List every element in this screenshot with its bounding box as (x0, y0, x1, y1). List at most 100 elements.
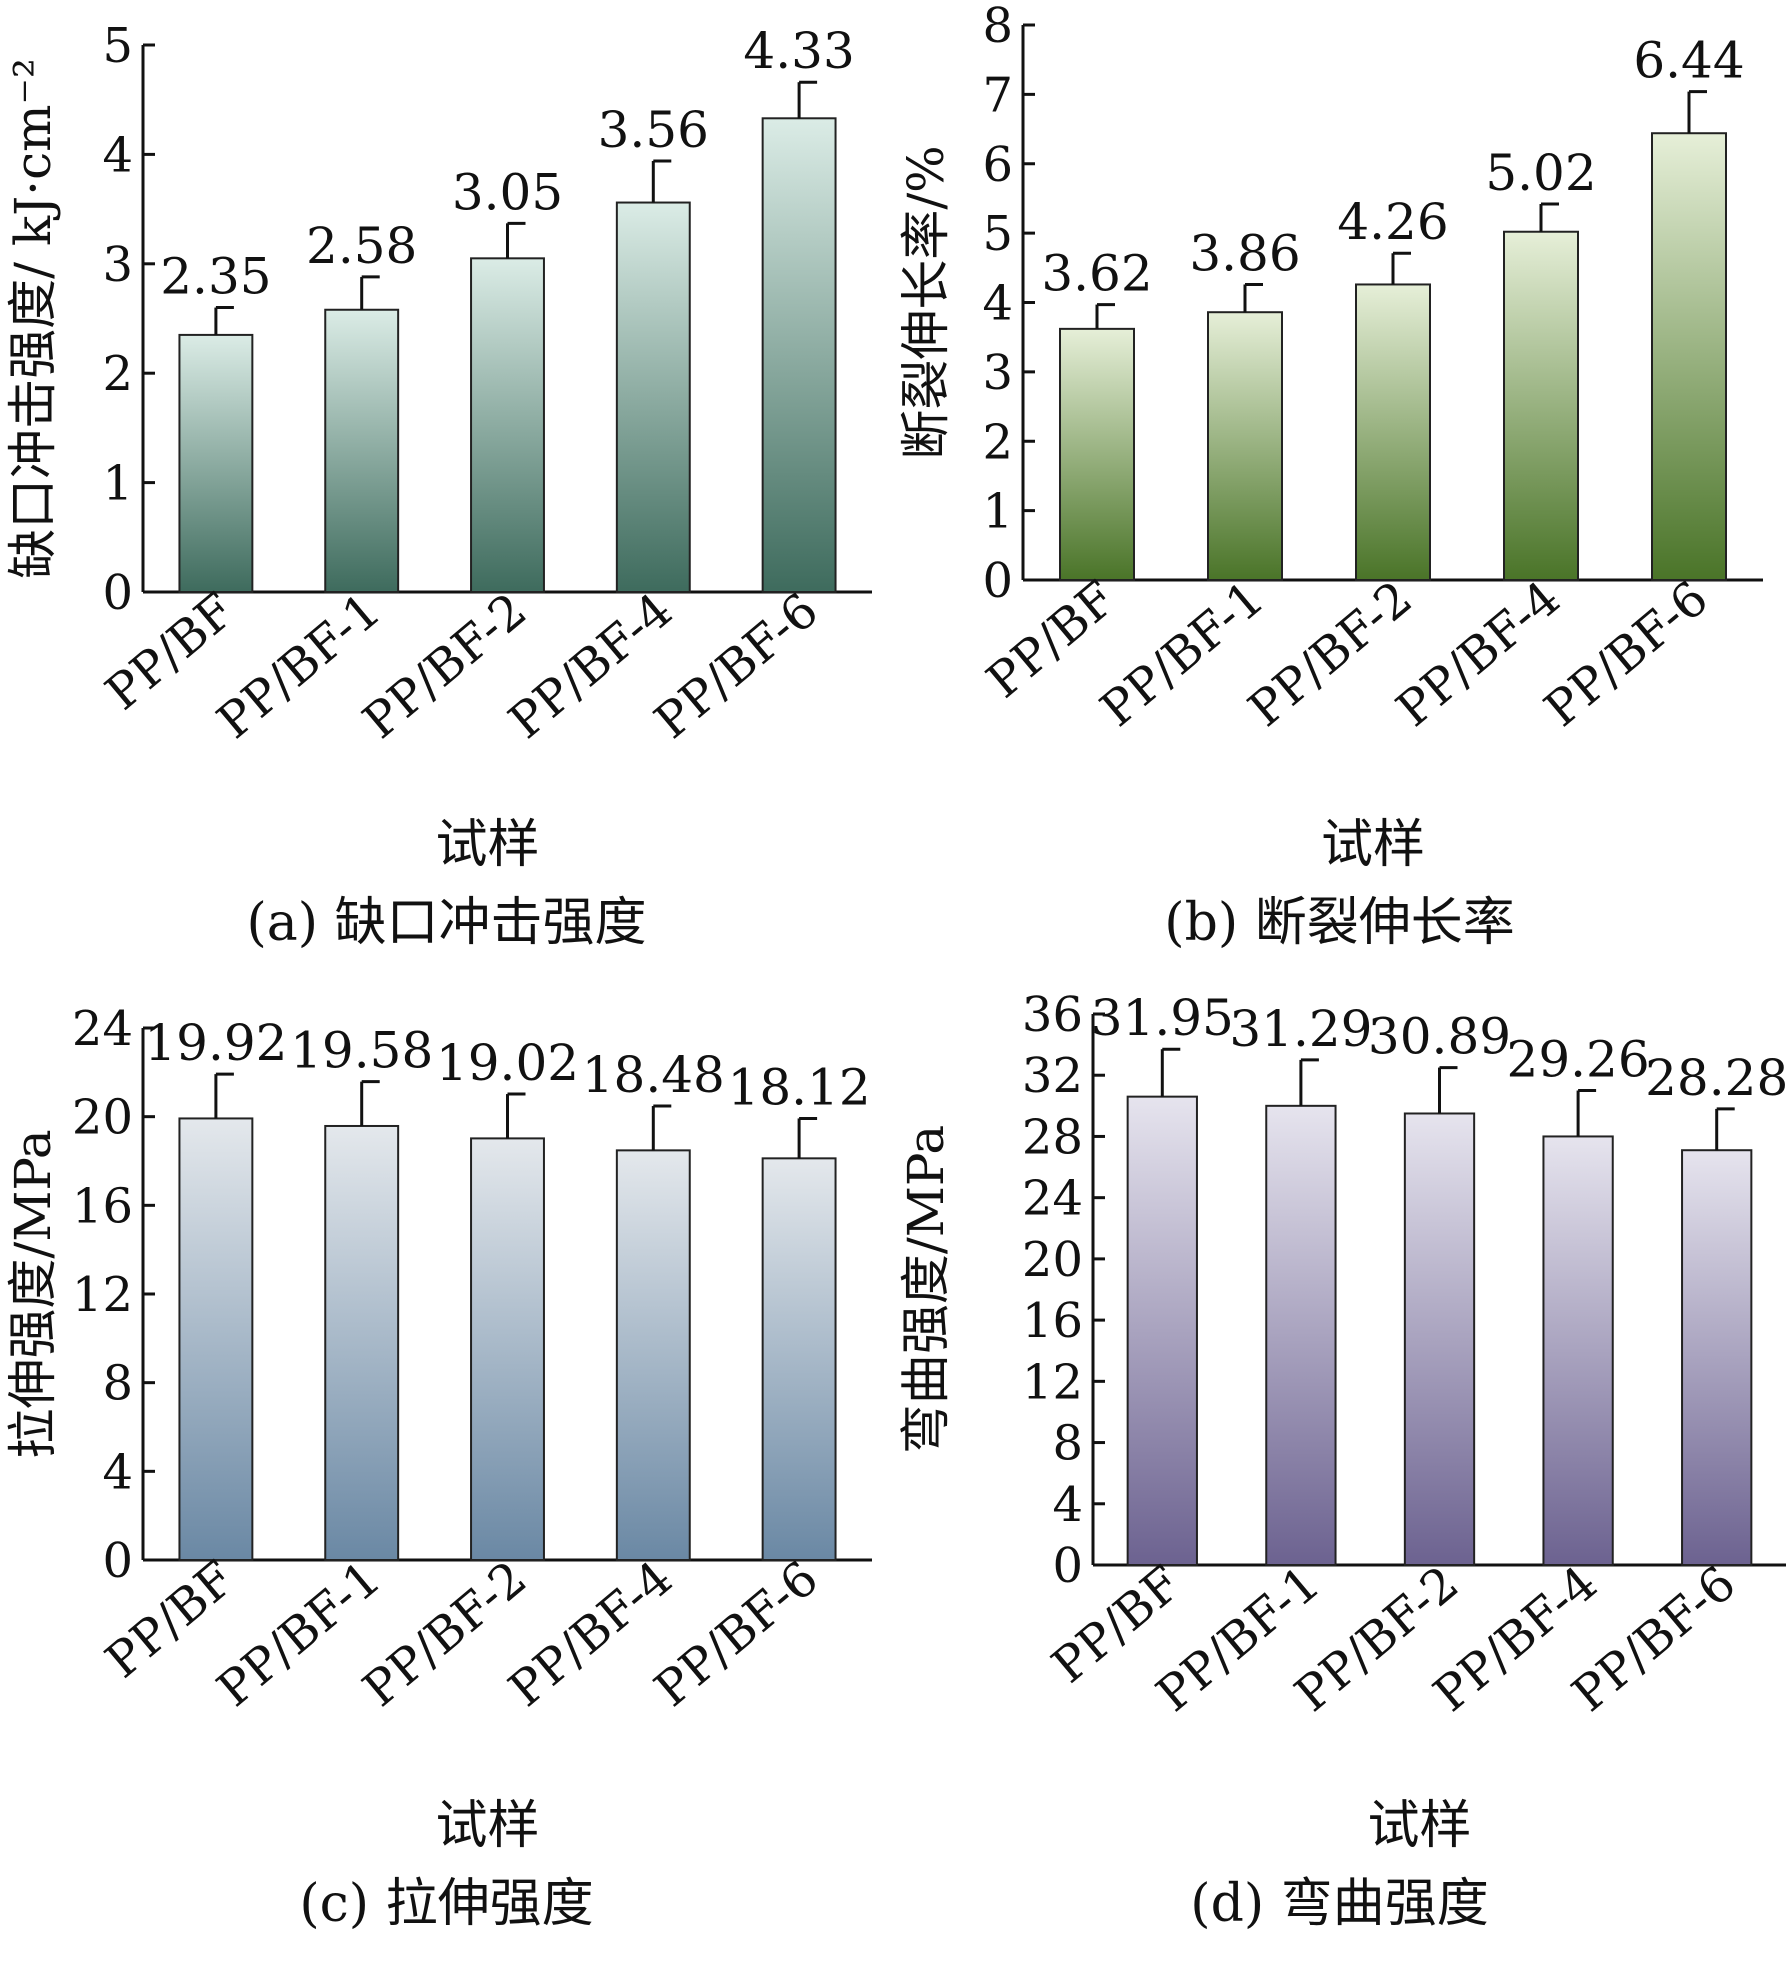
y-tick-label: 36 (1022, 987, 1083, 1043)
y-axis-label: 断裂伸长率/% (897, 145, 955, 459)
bar (324, 1124, 400, 1562)
y-tick-label: 7 (982, 67, 1013, 123)
x-tick-label: PP/BF-4 (498, 582, 683, 750)
data-label: 3.05 (452, 163, 563, 221)
y-tick-label: 6 (982, 137, 1013, 193)
data-label: 2.58 (306, 217, 417, 275)
x-tick-label: PP/BF-4 (498, 1550, 683, 1718)
data-label: 6.44 (1633, 32, 1744, 90)
data-label: 4.33 (743, 22, 854, 80)
y-tick-label: 24 (72, 1001, 133, 1057)
x-tick-label: PP/BF-6 (1534, 570, 1719, 738)
y-axis-label: 缺口冲击强度/ kJ·cm⁻² (4, 58, 62, 579)
y-axis-label: 拉伸强度/MPa (4, 1129, 62, 1458)
y-tick-label: 2 (102, 346, 133, 402)
y-tick-label: 0 (982, 553, 1013, 609)
bar (1651, 132, 1727, 581)
data-label: 3.86 (1189, 224, 1300, 282)
y-tick-label: 32 (1022, 1048, 1083, 1104)
data-label: 18.48 (582, 1046, 725, 1104)
data-label: 29.26 (1507, 1031, 1650, 1089)
y-axis-label: 弯曲强度/MPa (897, 1125, 955, 1454)
x-axis-label: 试样 (435, 815, 539, 875)
y-tick-label: 20 (1022, 1232, 1083, 1288)
y-tick-label: 3 (102, 237, 133, 293)
bar (178, 1117, 254, 1561)
data-label: 31.29 (1229, 1000, 1372, 1058)
bar (1207, 311, 1283, 581)
y-tick-label: 16 (1022, 1293, 1083, 1349)
y-tick-label: 5 (102, 18, 133, 74)
y-tick-label: 2 (982, 414, 1013, 470)
y-tick-label: 8 (1052, 1416, 1083, 1472)
y-tick-label: 3 (982, 345, 1013, 401)
chart-panel-d: 0 4 8 12 16 20 24 28 32 36 弯曲强度/MPa 31.95 PP/BF 31.29… (893, 981, 1786, 1962)
bar (761, 1157, 837, 1561)
data-label: 19.92 (144, 1014, 287, 1072)
bar (1059, 327, 1135, 581)
bar (761, 117, 837, 593)
chart-caption: (a) 缺口冲击强度 (246, 893, 647, 953)
chart-panel-a: 0 1 2 3 4 5 缺口冲击强度/ kJ·cm⁻² 2.35 PP/BF 2.58 PP/BF-… (0, 0, 893, 981)
data-label: 19.58 (290, 1022, 433, 1080)
y-tick-label: 4 (982, 276, 1013, 332)
bar (615, 201, 691, 593)
data-label: 2.35 (160, 248, 271, 306)
y-tick-label: 4 (102, 127, 133, 183)
data-label: 3.56 (598, 101, 709, 159)
x-tick-label: PP/BF-6 (644, 582, 829, 750)
y-tick-label: 0 (102, 565, 133, 621)
chart-caption: (c) 拉伸强度 (299, 1874, 594, 1934)
y-tick-label: 1 (102, 456, 133, 512)
bar (470, 1137, 545, 1561)
x-axis-label: 试样 (435, 1796, 539, 1856)
x-tick-label: PP/BF-1 (1090, 570, 1275, 738)
y-tick-label: 12 (72, 1267, 133, 1323)
bar (470, 257, 545, 593)
data-label: 4.26 (1337, 193, 1448, 251)
bar (1503, 230, 1579, 582)
chart-svg-d: 04812162024283236弯曲强度/MPa31.95PP/BF31.29… (897, 987, 1786, 1856)
chart-panel-c: 0 4 8 12 16 20 24 拉伸强度/MPa 19.92 PP/BF 19.58 PP/BF-… (0, 981, 893, 1962)
x-tick-label: PP/BF-2 (1238, 570, 1423, 738)
x-tick-label: PP/BF-2 (353, 582, 538, 750)
chart-caption: (d) 弯曲强度 (1190, 1874, 1489, 1934)
data-label: 28.28 (1645, 1049, 1786, 1107)
bar (178, 333, 254, 593)
bar (1265, 1104, 1337, 1566)
x-tick-label: PP/BF-1 (207, 1550, 392, 1718)
bar (615, 1149, 691, 1562)
x-axis-label: 试样 (1321, 815, 1425, 875)
chart-svg-c: 04812162024拉伸强度/MPa19.92PP/BF19.58PP/BF-… (4, 1001, 872, 1856)
y-tick-label: 1 (982, 484, 1013, 540)
y-tick-label: 24 (1022, 1171, 1083, 1227)
bar (324, 308, 400, 593)
bar (1355, 283, 1431, 581)
data-label: 31.95 (1091, 989, 1234, 1047)
y-tick-label: 5 (982, 206, 1013, 262)
y-tick-label: 0 (1052, 1538, 1083, 1594)
bar (1403, 1112, 1476, 1566)
x-tick-label: PP/BF-6 (644, 1550, 829, 1718)
chart-caption: (b) 断裂伸长率 (1164, 893, 1515, 953)
bar (1126, 1095, 1198, 1567)
y-tick-label: 4 (102, 1444, 133, 1500)
y-tick-label: 16 (72, 1178, 133, 1234)
data-label: 3.62 (1041, 245, 1152, 303)
y-tick-label: 0 (102, 1533, 133, 1589)
x-tick-label: PP/BF-4 (1386, 570, 1571, 738)
x-tick-label: PP/BF-1 (207, 582, 392, 750)
data-label: 18.12 (728, 1058, 871, 1116)
y-tick-label: 12 (1022, 1354, 1083, 1410)
y-tick-label: 8 (102, 1356, 133, 1412)
y-tick-label: 28 (1022, 1109, 1083, 1165)
y-tick-label: 4 (1052, 1477, 1083, 1533)
bar (1542, 1135, 1614, 1566)
data-label: 5.02 (1485, 144, 1596, 202)
y-tick-label: 20 (72, 1090, 133, 1146)
bar (1681, 1149, 1753, 1566)
x-tick-label: PP/BF-2 (353, 1550, 538, 1718)
data-label: 30.89 (1368, 1008, 1511, 1066)
